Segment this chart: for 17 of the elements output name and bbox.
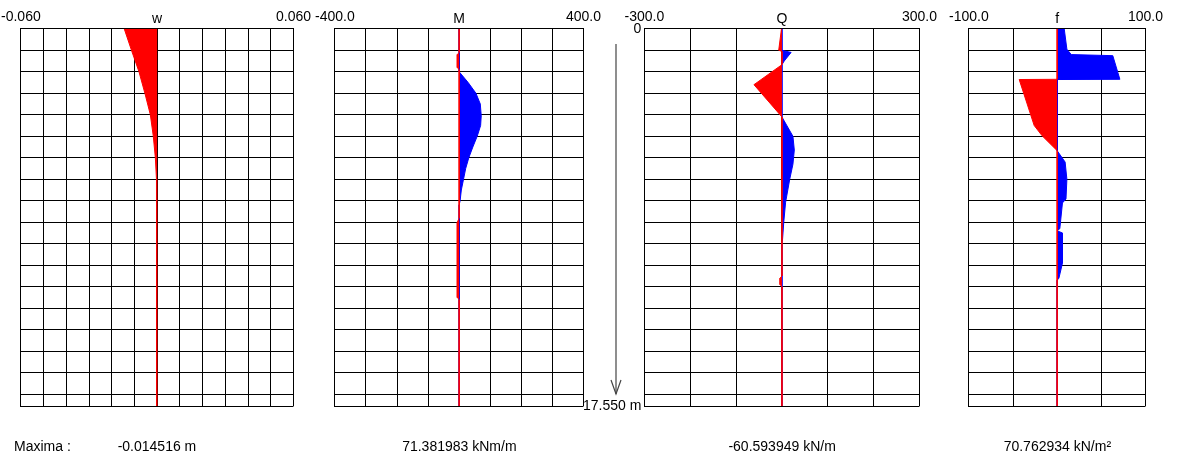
text: 70.762934 kN/m² bbox=[1003, 438, 1112, 454]
x-tick-label: 0.060 bbox=[275, 8, 312, 25]
chart-title: w bbox=[151, 10, 164, 27]
x-tick-label: 100.0 bbox=[1127, 8, 1164, 25]
x-tick-label: 400.0 bbox=[565, 8, 602, 25]
x-tick-label: 300.0 bbox=[901, 8, 938, 25]
x-tick-label: -0.060 bbox=[1, 8, 41, 25]
x-tick-label: -400.0 bbox=[315, 8, 355, 25]
text: Maxima : bbox=[14, 438, 71, 454]
chart-title: M bbox=[453, 10, 465, 27]
text: -0.014516 m bbox=[117, 438, 197, 454]
x-tick-label: -100.0 bbox=[949, 8, 989, 25]
chart-title: f bbox=[1055, 10, 1060, 27]
chart-title: Q bbox=[776, 10, 788, 27]
text: 71.381983 kNm/m bbox=[402, 438, 517, 454]
text: -60.593949 kN/m bbox=[728, 438, 836, 454]
y-tick-label: 17.550 m bbox=[583, 396, 642, 413]
